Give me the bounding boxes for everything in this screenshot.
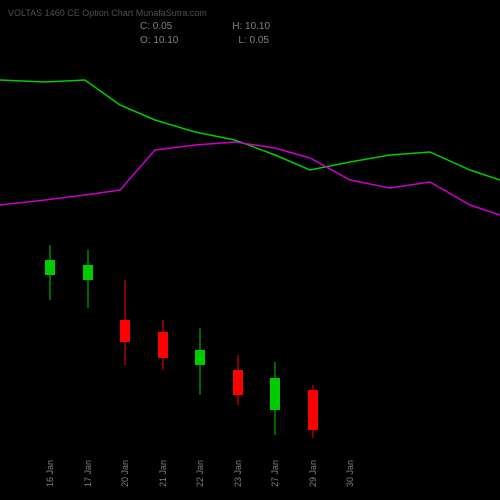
x-axis-label: 17 Jan <box>83 460 93 487</box>
x-axis-label: 29 Jan <box>308 460 318 487</box>
x-axis-label: 16 Jan <box>45 460 55 487</box>
chart-plot-area <box>0 50 500 440</box>
x-axis-label: 20 Jan <box>120 460 130 487</box>
x-axis-label: 30 Jan <box>345 460 355 487</box>
candlestick-series <box>0 50 500 440</box>
high-value: H: 10.10 <box>232 20 270 34</box>
x-axis: 16 Jan 17 Jan 20 Jan 21 Jan 22 Jan 23 Jan 27 J… <box>0 442 500 492</box>
x-axis-label: 27 Jan <box>270 460 280 487</box>
close-value: C: 0.05 <box>140 20 172 34</box>
low-value: L: 0.05 <box>238 34 269 48</box>
x-axis-label: 23 Jan <box>233 460 243 487</box>
x-axis-label: 21 Jan <box>158 460 168 487</box>
chart-title: VOLTAS 1460 CE Option Chart MunafaSutra.… <box>8 8 207 18</box>
open-value: O: 10.10 <box>140 34 178 48</box>
x-axis-label: 22 Jan <box>195 460 205 487</box>
ohlc-panel: C: 0.05 H: 10.10 O: 10.10 L: 0.05 <box>140 20 270 48</box>
chart-container: VOLTAS 1460 CE Option Chart MunafaSutra.… <box>0 0 500 500</box>
